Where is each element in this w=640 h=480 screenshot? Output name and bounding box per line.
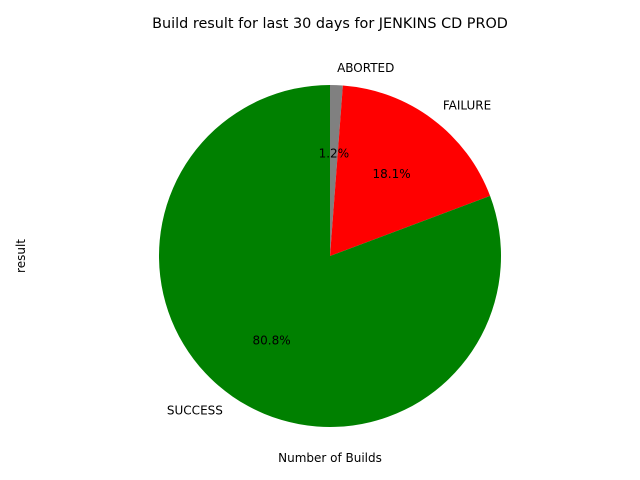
chart-title: Build result for last 30 days for JENKIN… [152,16,508,32]
x-axis-label: Number of Builds [278,451,382,465]
slice-percent-failure: 18.1% [372,167,410,181]
pie-slice-success [158,85,501,427]
slice-label-success: SUCCESS [167,404,223,418]
pie-slice-failure [330,85,491,256]
pie-labels: ABORTED 1.2% FAILURE 18.1% SUCCESS 80.8% [167,61,491,418]
y-axis-label: result [14,239,28,273]
pie-slices [158,85,501,427]
pie-slice-aborted [330,85,343,256]
slice-percent-success: 80.8% [253,333,291,347]
slice-label-aborted: ABORTED [337,61,394,75]
slice-label-failure: FAILURE [443,99,491,113]
slice-percent-aborted: 1.2% [319,146,350,160]
